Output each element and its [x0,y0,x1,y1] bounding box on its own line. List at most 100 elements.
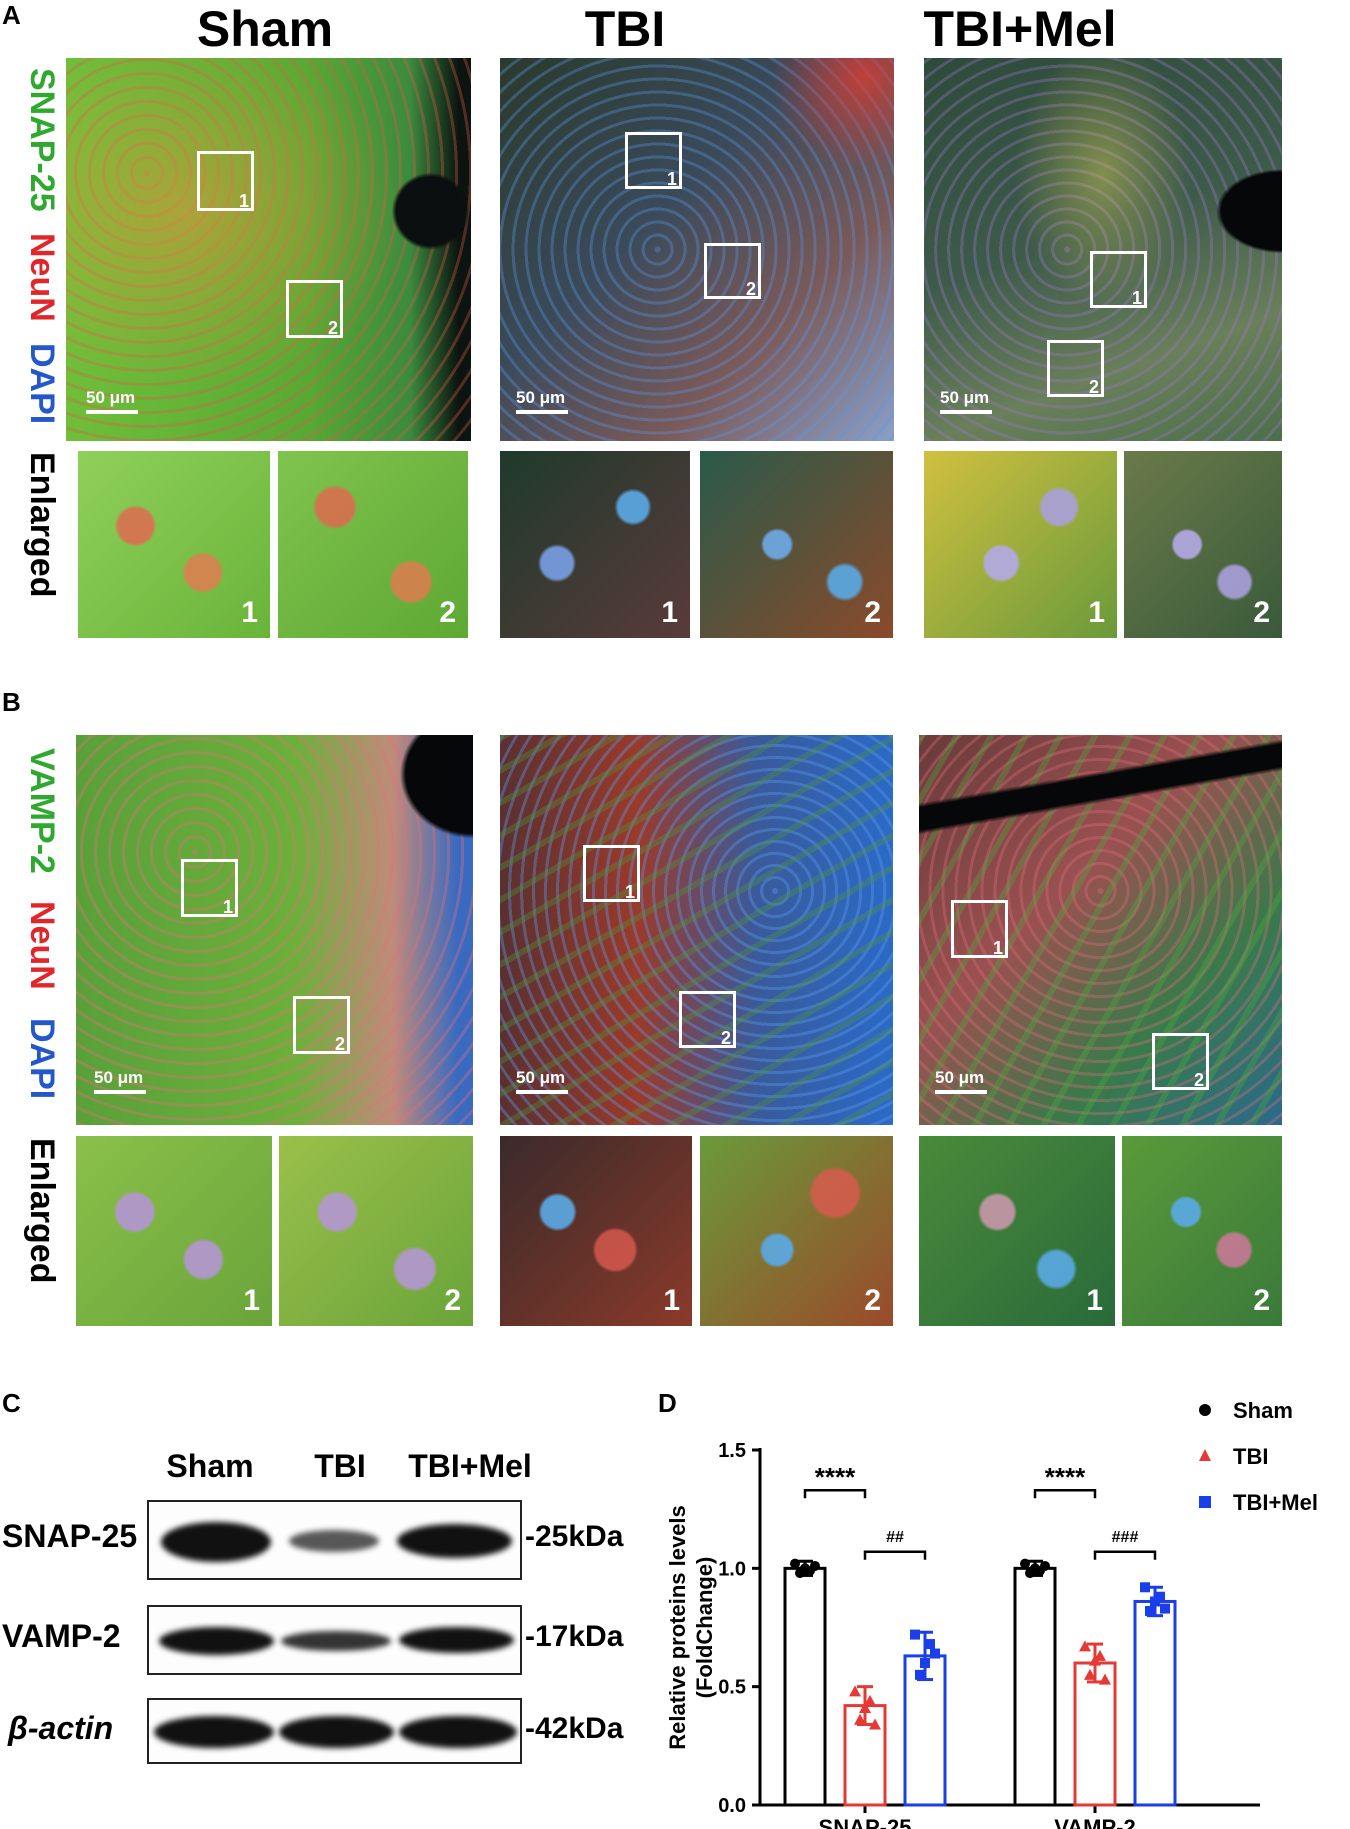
x-category-label: VAMP-2 [1054,1815,1136,1829]
enlarged-a-tbi-1: 1 [500,451,690,638]
y-tick-label: 0.5 [718,1677,746,1699]
enlarged-b-sham-2: 2 [279,1136,473,1326]
y-axis-label-line1: Relative proteins levels [665,1505,690,1750]
micrograph-b-tbi: 1 2 50 μm [500,735,893,1125]
data-point [915,1669,925,1680]
panel-b-stain-legend: VAMP-2 NeuN DAPI [22,748,61,1099]
scale-bar: 50 μm [935,1068,987,1094]
enlarged-b-tbi-2: 2 [700,1136,893,1326]
panel-b-enlarged-label: Enlarged [23,1138,61,1284]
enlarged-b-tbi-1: 1 [500,1136,692,1326]
micrograph-b-tbi-mel: 1 2 50 μm [919,735,1282,1125]
column-title-tbi: TBI [584,1,666,57]
data-point [1099,1673,1111,1685]
wb-band [399,1627,514,1653]
roi-box-1: 1 [951,900,1008,958]
roi-box-1: 1 [583,845,640,902]
enlarged-a-tbi-mel-2: 2 [1124,451,1282,638]
data-point [1020,1558,1030,1569]
legend-marker [1199,1449,1211,1461]
significance-label: ### [1112,1529,1139,1546]
data-point [1084,1668,1096,1680]
panel-b-letter: B [2,687,21,717]
wb-lane-sham: Sham [166,1448,254,1484]
dapi-label: DAPI [23,343,61,425]
significance-bracket [863,1550,927,1560]
wb-row-label-vamp2: VAMP-2 [2,1618,121,1654]
dapi-label: DAPI [23,1017,61,1099]
bar-sham-snap-25 [783,1566,827,1807]
data-point [1145,1605,1155,1616]
data-point [864,1694,876,1706]
panel-d-letter: D [658,1388,677,1418]
data-point [1140,1582,1150,1593]
data-point [869,1718,881,1730]
significance-bracket [803,1488,867,1499]
data-point [1155,1591,1165,1602]
scale-bar: 50 μm [516,388,568,414]
column-title-tbi-mel: TBI+Mel [923,1,1117,57]
wb-strip-actin [147,1698,522,1764]
y-tick-label: 1.0 [718,1558,746,1580]
data-point [910,1629,920,1640]
wb-band [397,1524,512,1558]
wb-band [279,1716,394,1748]
marker-label: VAMP-2 [23,748,61,874]
data-point [925,1639,935,1650]
wb-band [159,1627,274,1655]
data-point [1094,1649,1106,1661]
data-point [810,1560,820,1571]
wb-row-label-actin: β-actin [8,1710,114,1746]
column-title-sham: Sham [196,1,334,57]
roi-box-2: 2 [286,280,343,338]
scale-bar: 50 μm [940,388,992,414]
data-point [1160,1603,1170,1614]
panel-c-letter: C [2,1388,21,1418]
enlarged-b-tbi-mel-2: 2 [1122,1136,1282,1326]
wb-kda-snap25: -25kDa [525,1520,624,1553]
data-point [859,1701,871,1713]
roi-box-2: 2 [293,996,350,1054]
bar-sham-vamp-2 [1013,1566,1057,1807]
legend-label: TBI+Mel [1233,1490,1318,1515]
legend-label: TBI [1233,1444,1268,1469]
y-tick-label: 0.0 [718,1795,746,1817]
roi-box-1: 1 [197,151,254,211]
neun-label: NeuN [23,901,61,991]
micrograph-a-tbi: 1 2 50 μm [500,58,894,441]
roi-box-2: 2 [704,243,761,299]
x-category-label: SNAP-25 [819,1815,912,1829]
roi-box-2: 2 [1152,1033,1209,1090]
scale-bar: 50 μm [94,1068,146,1094]
data-point [920,1658,930,1668]
roi-box-1: 1 [181,859,238,917]
wb-kda-vamp2: -17kDa [525,1620,624,1653]
legend-label: Sham [1233,1398,1293,1423]
enlarged-a-sham-1: 1 [78,451,270,638]
micrograph-a-tbi-mel: 1 2 50 μm [924,58,1282,441]
data-point [1040,1560,1050,1571]
enlarged-a-tbi-2: 2 [700,451,893,638]
wb-strip-vamp2 [147,1605,522,1675]
wb-strip-snap25 [147,1500,522,1580]
significance-label: ## [886,1529,904,1546]
marker-label: SNAP-25 [23,68,61,212]
data-point [1079,1640,1091,1652]
wb-lane-tbi-mel: TBI+Mel [408,1448,532,1484]
wb-band [289,1530,379,1552]
wb-row-label-snap25: SNAP-25 [2,1518,138,1554]
enlarged-a-sham-2: 2 [278,451,468,638]
micrograph-b-sham: 1 2 50 μm [76,735,473,1125]
panel-a-enlarged-label: Enlarged [23,452,61,598]
data-point [790,1558,800,1569]
enlarged-b-tbi-mel-1: 1 [919,1136,1115,1326]
panel-a-stain-legend: SNAP-25 NeuN DAPI [22,68,61,425]
data-point [854,1713,866,1725]
legend-marker [1199,1404,1211,1416]
micrograph-a-sham: 1 2 50 μm [66,58,471,441]
y-axis-label-line2: (FoldChange) [692,1557,717,1699]
panel-d-bar-chart: 0.0 0.5 1.0 1.5 Relative proteins levels (Fol… [665,1398,1318,1829]
wb-lane-tbi: TBI [314,1448,366,1484]
roi-box-2: 2 [1047,340,1104,397]
roi-box-2: 2 [679,991,736,1048]
